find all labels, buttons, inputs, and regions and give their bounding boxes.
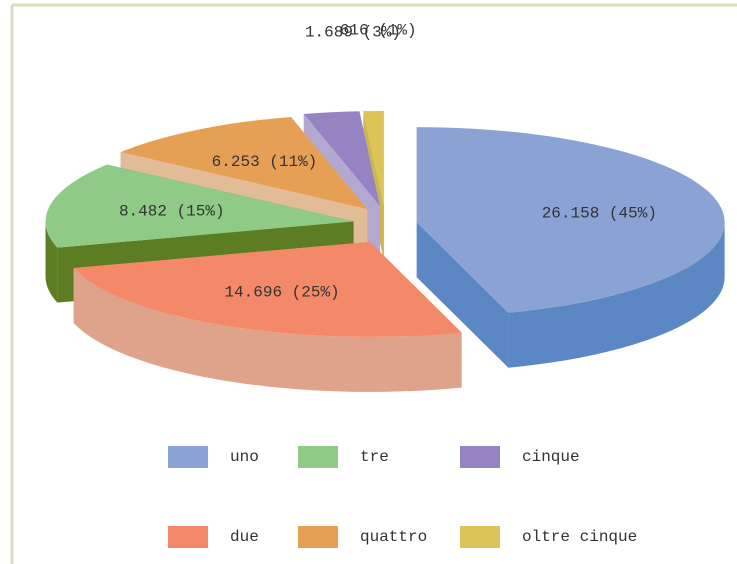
legend-swatch [460,526,500,548]
data-label: 8.482 (15%) [119,202,225,220]
slice-top [363,110,384,206]
slice-side [508,222,725,368]
legend-label: quattro [360,528,427,546]
data-label: 1.689 (3%) [305,24,401,42]
legend-swatch [168,446,208,468]
legend-swatch [298,446,338,468]
slice-top [303,111,380,207]
data-label: 26.158 (45%) [542,205,657,223]
legend-label: due [230,528,259,546]
data-label: 6.253 (11%) [212,153,318,171]
legend-swatch [168,526,208,548]
slice [73,241,462,392]
slice-top [416,127,725,313]
slice-side [73,268,462,392]
slice-top [45,164,354,248]
legend-swatch [298,526,338,548]
legend-label: tre [360,448,389,466]
slice [416,127,725,368]
slice-wall [416,222,509,368]
legend-label: uno [230,448,259,466]
slice-side [45,221,58,303]
legend-swatch [460,446,500,468]
data-label: 14.696 (25%) [224,283,339,301]
slice-top [73,241,462,337]
data-label: 616 (1%) [340,21,417,39]
slice-top [120,116,368,210]
legend-label: oltre cinque [522,528,637,546]
legend-label: cinque [522,448,580,466]
